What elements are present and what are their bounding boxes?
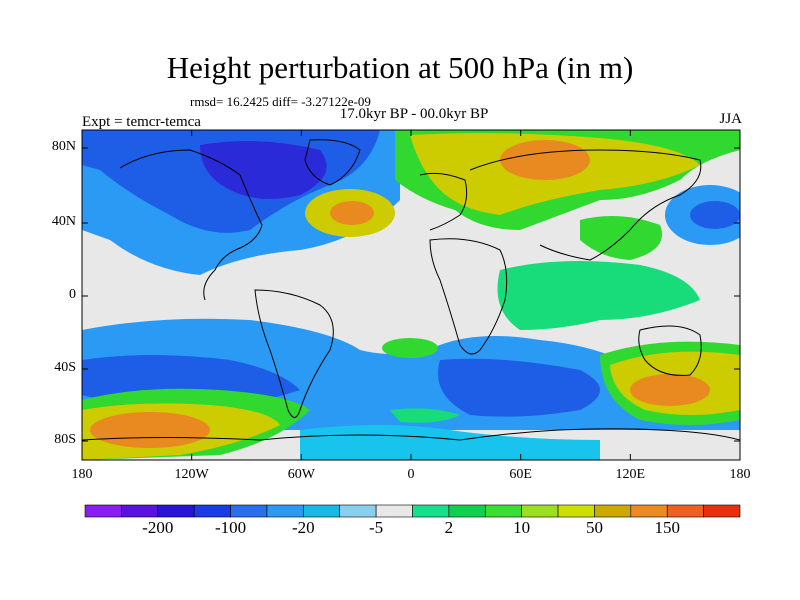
- colorbar-label: -100: [214, 518, 247, 537]
- axis-ticks: [81, 130, 741, 460]
- y-tick-label: 80N: [51, 139, 76, 154]
- colorbar-swatch: [193, 504, 231, 518]
- stats-line: rmsd= 16.2425 diff= -3.27122e-09: [190, 94, 371, 109]
- colorbar-swatch: [230, 504, 268, 518]
- colorbar-swatch: [266, 504, 304, 518]
- x-tick-label: 120E: [615, 467, 646, 482]
- coastlines: [82, 139, 740, 441]
- colorbar-swatch: [448, 504, 486, 518]
- colorbar-label: 150: [654, 518, 680, 537]
- colorbar-label: 2: [444, 518, 454, 537]
- season-label: JJA: [719, 111, 742, 127]
- experiment-label: Expt = temcr-temca: [82, 114, 201, 130]
- colorbar-swatch: [703, 504, 741, 518]
- y-tick-label: 80S: [54, 432, 76, 447]
- x-tick-label: 60W: [287, 467, 315, 482]
- colorbar-label: -200: [142, 518, 174, 537]
- x-tick-label: 120W: [174, 467, 209, 482]
- colorbar-swatch: [666, 504, 704, 518]
- colorbar-label: -5: [369, 518, 384, 537]
- colorbar-swatch: [121, 504, 159, 518]
- x-tick-label: 0: [407, 467, 415, 482]
- colorbar: [84, 504, 741, 518]
- y-tick-label: 0: [69, 287, 76, 302]
- colorbar-swatch: [594, 504, 632, 518]
- colorbar-label: -20: [291, 518, 315, 537]
- colorbar-swatch: [339, 504, 377, 518]
- period-label: 17.0kyr BP - 00.0kyr BP: [339, 106, 489, 122]
- colorbar-swatch: [84, 504, 122, 518]
- y-tick-label: 40S: [54, 360, 76, 375]
- x-tick-label: 180: [729, 467, 751, 482]
- y-tick-label: 40N: [51, 214, 76, 229]
- map-title: Height perturbation at 500 hPa (in m): [166, 50, 634, 85]
- colorbar-swatch: [375, 504, 413, 518]
- contour-field: [82, 130, 740, 460]
- colorbar-swatch: [630, 504, 668, 518]
- x-tick-label: 180: [71, 467, 93, 482]
- colorbar-label: 10: [513, 518, 531, 537]
- colorbar-swatch: [412, 504, 450, 518]
- x-tick-label: 60E: [509, 467, 532, 482]
- colorbar-swatch: [484, 504, 522, 518]
- colorbar-swatch: [303, 504, 341, 518]
- colorbar-swatch: [521, 504, 559, 518]
- colorbar-label: 50: [585, 518, 603, 537]
- colorbar-swatch: [157, 504, 195, 518]
- colorbar-swatch: [557, 504, 595, 518]
